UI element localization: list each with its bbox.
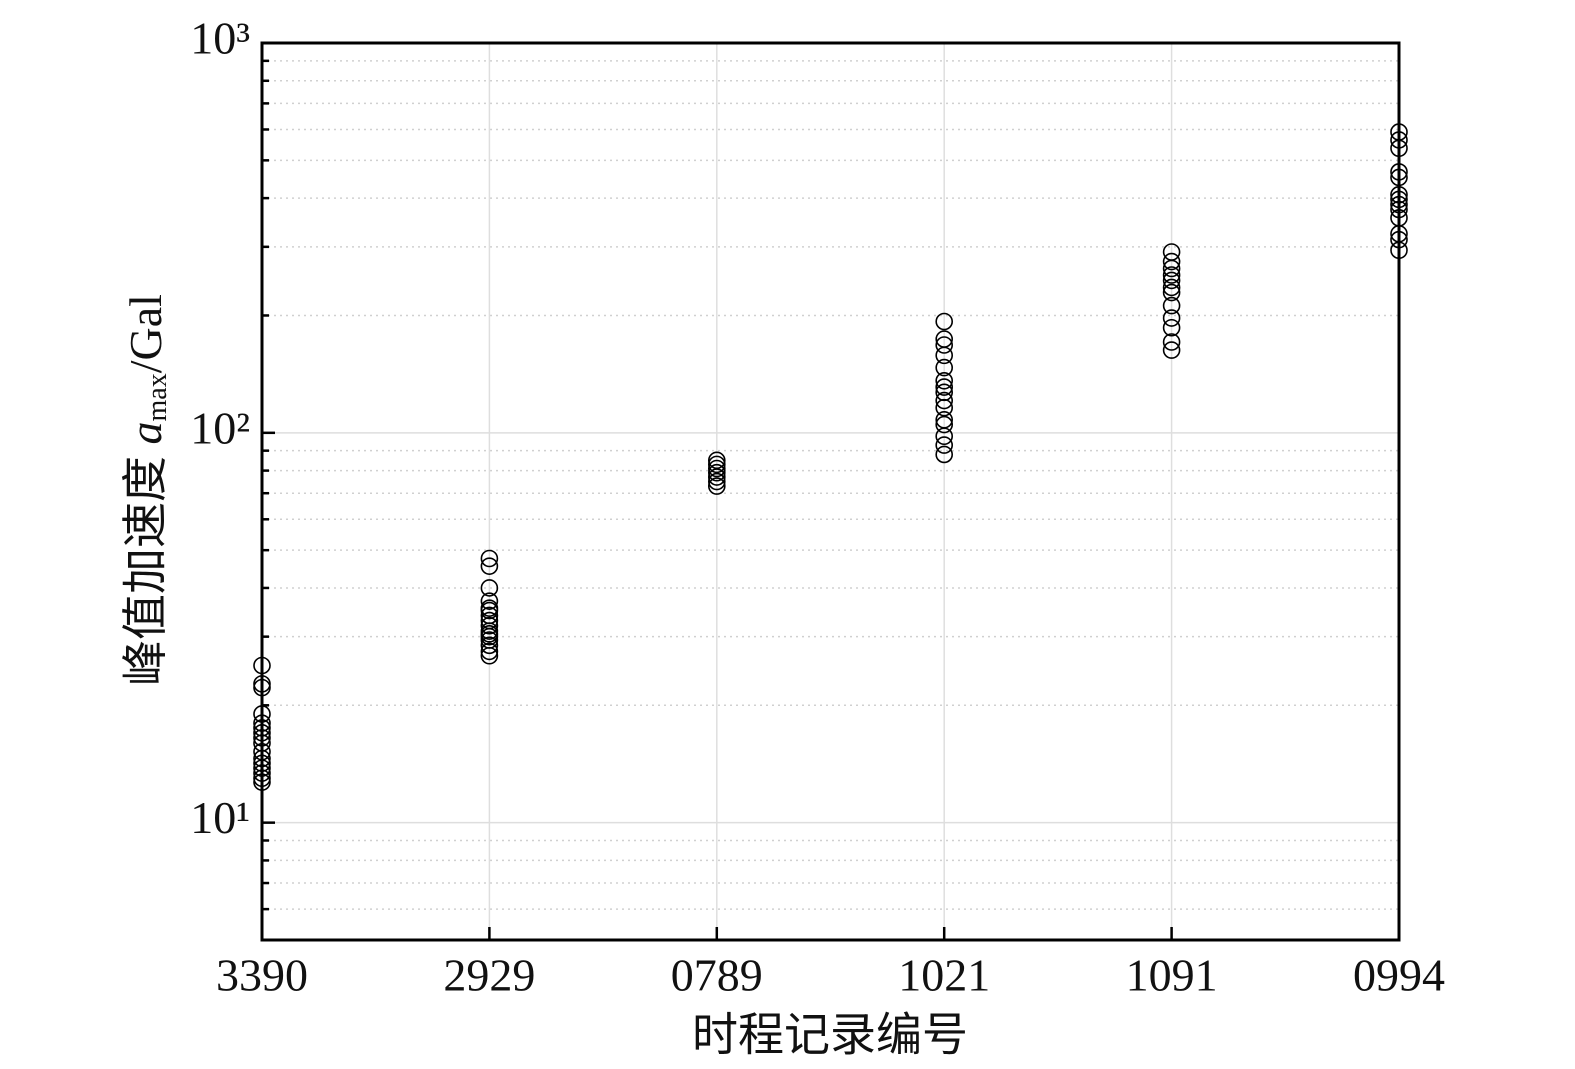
y-label-symbol: a [120,421,171,444]
point [1162,252,1181,271]
point [1390,230,1408,249]
point [253,675,271,693]
point [1390,241,1408,260]
point [253,769,271,788]
point [935,436,954,454]
point [1162,278,1181,297]
point [1162,341,1181,359]
point [935,346,954,365]
point [1162,318,1181,337]
point [480,557,499,575]
point [707,463,726,482]
point [935,378,954,396]
point [480,642,499,661]
x-tick-label: 1091 [1126,950,1218,1001]
point [253,729,271,747]
point [1390,190,1408,209]
point [1162,266,1181,284]
point [1162,283,1181,302]
point [253,724,271,742]
point [253,714,271,732]
point [253,759,271,777]
point [1162,259,1181,278]
point [707,459,726,478]
point [480,549,499,568]
x-tick-label: 0994 [1353,950,1445,1001]
point [253,749,271,768]
point [253,764,271,782]
point [1390,163,1408,181]
x-tick-label: 0789 [671,950,763,1001]
point [935,391,954,410]
y-tick-label: 10³ [190,13,250,64]
plot-frame [260,41,1401,942]
point [480,636,499,655]
point [707,468,726,486]
point [1390,139,1408,158]
point [935,312,954,331]
point [480,616,499,635]
point [253,773,271,791]
y-label-text: 峰值加速度 [120,444,171,686]
y-tick-label: 10² [190,402,250,453]
x-tick-label: 1021 [898,950,990,1001]
point [480,579,499,597]
point [935,336,954,354]
x-tick-label: 3390 [216,950,308,1001]
point [1162,271,1181,290]
point [935,427,954,446]
x-tick-label: 2929 [443,950,535,1001]
point [1390,168,1408,187]
point [707,472,726,491]
y-label-unit: /Gal [120,294,171,373]
point [480,592,499,610]
point [480,601,499,620]
point [253,719,271,737]
point [1390,131,1408,149]
point [707,455,726,474]
point [1390,185,1408,204]
point [707,477,726,495]
point [1162,309,1181,327]
point [1162,296,1181,315]
point [935,398,954,417]
y-label-subscript: max [142,373,173,421]
x-axis-label: 时程记录编号 [692,1010,968,1061]
point [253,705,271,723]
point [253,678,271,697]
point [253,754,271,773]
y-tick-label: 10¹ [190,792,250,843]
point [935,415,954,434]
point [935,358,954,377]
point [935,371,954,390]
point [1390,195,1408,214]
point [1162,333,1181,351]
point [935,445,954,464]
point [253,656,271,675]
point [480,646,499,665]
y-axis-label: 峰值加速度 amax/Gal [120,294,174,686]
point [1390,200,1408,219]
